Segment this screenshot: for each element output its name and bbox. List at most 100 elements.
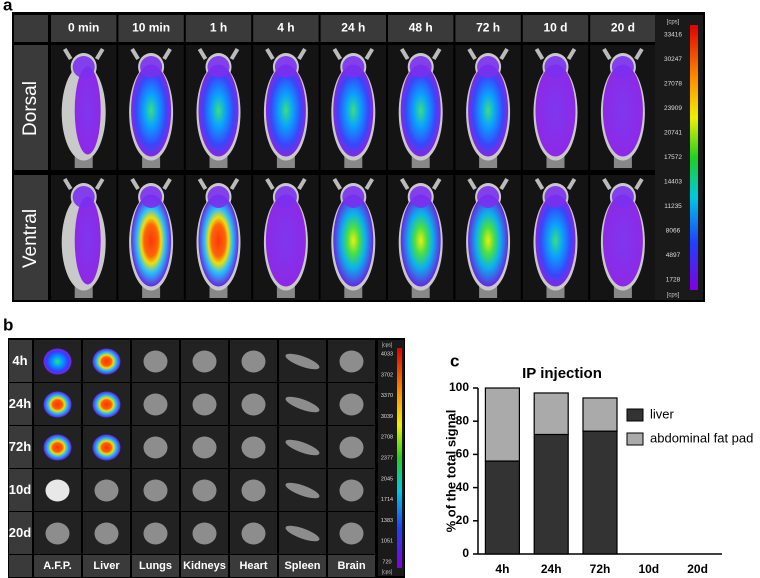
organ xyxy=(285,482,320,499)
x-tick-label: 4h xyxy=(495,562,509,576)
organ xyxy=(241,350,266,373)
organ xyxy=(94,479,119,502)
column-label: Liver xyxy=(93,560,120,572)
column-header xyxy=(185,15,252,42)
colorbar-unit: [cps] xyxy=(667,20,680,26)
mouse-ears xyxy=(265,177,307,191)
signal-head xyxy=(207,186,230,208)
signal-overlay xyxy=(333,194,374,287)
chart-title: IP injection xyxy=(522,365,602,382)
mouse-ears xyxy=(332,177,375,191)
signal-overlay xyxy=(535,194,576,287)
row-label: 10d xyxy=(9,482,31,497)
bar-segment xyxy=(484,460,520,555)
y-tick-label: 20 xyxy=(456,513,470,527)
colorbar xyxy=(690,25,698,290)
column-header xyxy=(83,555,130,577)
colorbar-label: 23909 xyxy=(664,105,682,112)
bar-segment xyxy=(582,397,618,432)
colorbar-label: 30247 xyxy=(664,56,682,63)
organ xyxy=(143,436,168,459)
colorbar-label: 1714 xyxy=(381,497,393,503)
column-header xyxy=(132,555,179,577)
column-label: 72 h xyxy=(476,21,500,35)
column-label: 0 min xyxy=(68,21,99,35)
mouse-ears xyxy=(534,177,577,191)
row-label: 20d xyxy=(9,525,31,540)
legend-label: liver xyxy=(650,406,675,421)
organ xyxy=(192,393,217,416)
signal-overlay xyxy=(265,64,306,157)
colorbar-label: 4897 xyxy=(666,252,681,259)
mouse-ears xyxy=(602,177,644,191)
x-tick-label: 72h xyxy=(590,562,611,576)
colorbar-label: 1728 xyxy=(666,277,681,284)
column-header xyxy=(455,15,521,42)
y-tick-label: 80 xyxy=(456,413,470,427)
column-header xyxy=(320,15,386,42)
mouse-ears xyxy=(467,177,509,191)
panel-label: b xyxy=(3,315,13,334)
y-tick-label: 100 xyxy=(449,380,469,394)
signal-head xyxy=(72,186,95,208)
organ-signal xyxy=(43,348,72,375)
colorbar-label: 2708 xyxy=(381,435,393,441)
signal-head xyxy=(409,56,432,78)
organ-signal xyxy=(43,434,72,461)
column-label: Kidneys xyxy=(183,560,226,572)
column-label: 20 d xyxy=(611,21,635,35)
organ xyxy=(143,522,168,545)
corner-cell xyxy=(9,555,32,577)
x-tick-label: 20d xyxy=(687,562,708,576)
signal-head xyxy=(140,186,163,208)
signal-head xyxy=(544,186,567,208)
column-header xyxy=(253,15,319,42)
colorbar-label: 4033 xyxy=(381,351,393,357)
organ xyxy=(285,353,320,370)
signal-head xyxy=(477,56,500,78)
column-header xyxy=(279,555,326,577)
column-label: 10 d xyxy=(543,21,567,35)
corner-cell xyxy=(14,15,48,42)
y-tick-label: 40 xyxy=(456,480,470,494)
colorbar-label: 20741 xyxy=(664,130,682,137)
signal-head xyxy=(477,186,500,208)
legend-label: abdominal fat pad xyxy=(650,430,753,445)
colorbar-label: 3702 xyxy=(381,372,393,378)
organ xyxy=(339,479,364,502)
organ xyxy=(241,436,266,459)
signal-overlay xyxy=(74,66,101,155)
column-header xyxy=(328,555,375,577)
organ xyxy=(192,522,217,545)
organ xyxy=(285,525,320,542)
mouse-ears xyxy=(130,177,172,191)
colorbar-label: 8066 xyxy=(666,228,681,235)
column-label: 10 min xyxy=(132,21,170,35)
row-label: Ventral xyxy=(20,209,41,268)
column-header xyxy=(181,555,228,577)
organ xyxy=(192,350,217,373)
organ xyxy=(45,522,70,545)
row-label: 24h xyxy=(9,396,31,411)
column-label: 24 h xyxy=(341,21,365,35)
mouse-ears xyxy=(62,177,105,191)
signal-overlay xyxy=(400,194,441,287)
mouse-ears xyxy=(130,47,172,61)
column-label: Heart xyxy=(239,560,267,572)
legend-swatch xyxy=(626,432,644,446)
signal-head xyxy=(207,56,230,78)
organ-signal xyxy=(92,434,121,461)
colorbar-label: 1051 xyxy=(381,539,393,545)
mouse-ears xyxy=(265,47,307,61)
colorbar-unit: [cps] xyxy=(382,342,393,348)
column-label: 48 h xyxy=(409,21,433,35)
row-header xyxy=(14,45,48,170)
column-header xyxy=(118,15,184,42)
organ xyxy=(339,436,364,459)
row-header xyxy=(9,340,32,382)
signal-overlay xyxy=(198,194,239,287)
signal-head xyxy=(72,56,95,78)
organ-signal xyxy=(92,348,121,375)
signal-overlay xyxy=(265,194,306,287)
